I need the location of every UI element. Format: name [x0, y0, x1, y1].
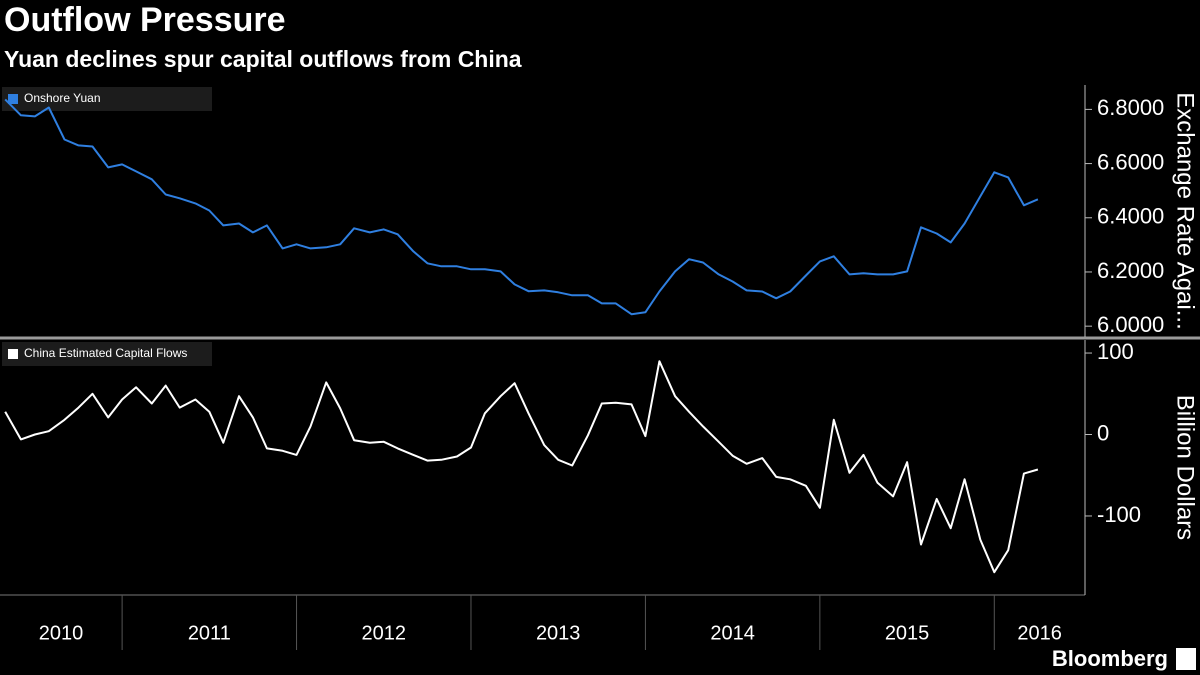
data-line — [4, 98, 1039, 316]
legend-swatch — [8, 94, 18, 104]
legend-swatch — [8, 349, 18, 359]
y-axis-title: Exchange Rate Agai... — [1172, 92, 1199, 330]
x-tick-label: 2016 — [1017, 622, 1062, 644]
data-line — [4, 360, 1039, 574]
x-tick-label: 2012 — [362, 622, 407, 644]
y-tick-label: 6.0000 — [1097, 312, 1164, 337]
y-tick-label: 6.8000 — [1097, 95, 1164, 120]
x-tick-label: 2014 — [710, 622, 755, 644]
y-tick-label: 6.2000 — [1097, 258, 1164, 283]
legend-label: China Estimated Capital Flows — [24, 346, 187, 360]
x-tick-label: 2013 — [536, 622, 581, 644]
logo — [1176, 648, 1196, 670]
x-tick-label: 2015 — [885, 622, 930, 644]
y-tick-label: 6.6000 — [1097, 149, 1164, 174]
x-tick-label: 2010 — [39, 622, 84, 644]
y-tick-label: 100 — [1097, 339, 1134, 364]
y-axis-title: Billion Dollars — [1172, 395, 1199, 540]
source: Bloomberg — [1052, 646, 1168, 671]
chart-title: Outflow Pressure — [4, 1, 286, 39]
legend-box — [2, 342, 212, 366]
legend-box — [2, 87, 212, 111]
x-tick-label: 2011 — [188, 622, 231, 644]
chart-subtitle: Yuan declines spur capital outflows from… — [4, 46, 522, 72]
y-tick-label: -100 — [1097, 502, 1141, 527]
y-tick-label: 6.4000 — [1097, 204, 1164, 229]
legend-label: Onshore Yuan — [24, 91, 101, 105]
y-tick-label: 0 — [1097, 420, 1109, 445]
